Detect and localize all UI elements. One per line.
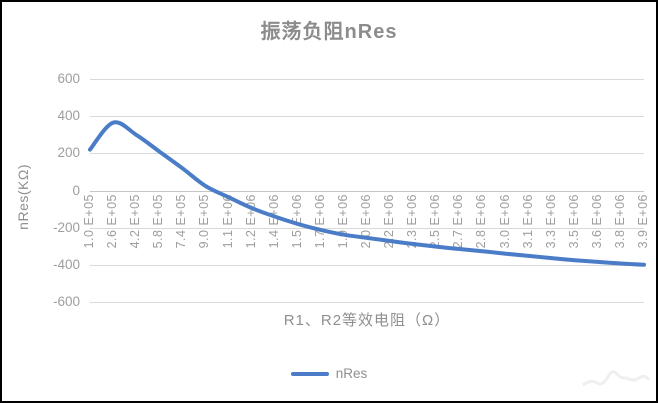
chart-title: 振荡负阻nRes bbox=[260, 21, 398, 43]
gridline-200 bbox=[90, 153, 644, 155]
watermark bbox=[582, 370, 651, 387]
gridline--600 bbox=[90, 302, 644, 303]
y-tick-label: 200 bbox=[57, 145, 80, 161]
gridline--200 bbox=[90, 227, 644, 229]
gridline-0 bbox=[90, 190, 644, 192]
legend-line-swatch bbox=[290, 371, 329, 376]
y-tick-label: 400 bbox=[57, 108, 80, 124]
y-tick-label: 0 bbox=[72, 182, 80, 198]
gridline-600 bbox=[90, 79, 644, 80]
gridline--400 bbox=[90, 264, 644, 266]
y-tick-label: 600 bbox=[57, 71, 80, 86]
x-axis-title: R1、R2等效电阻（Ω） bbox=[283, 312, 451, 329]
series-line-nres bbox=[88, 120, 646, 267]
legend: nRes bbox=[2, 366, 656, 381]
legend-label: nRes bbox=[335, 366, 368, 381]
y-tick-label: -200 bbox=[52, 219, 80, 235]
y-tick-label: -600 bbox=[52, 294, 80, 309]
y-tick-label: -400 bbox=[52, 256, 80, 272]
gridline-400 bbox=[90, 116, 644, 118]
